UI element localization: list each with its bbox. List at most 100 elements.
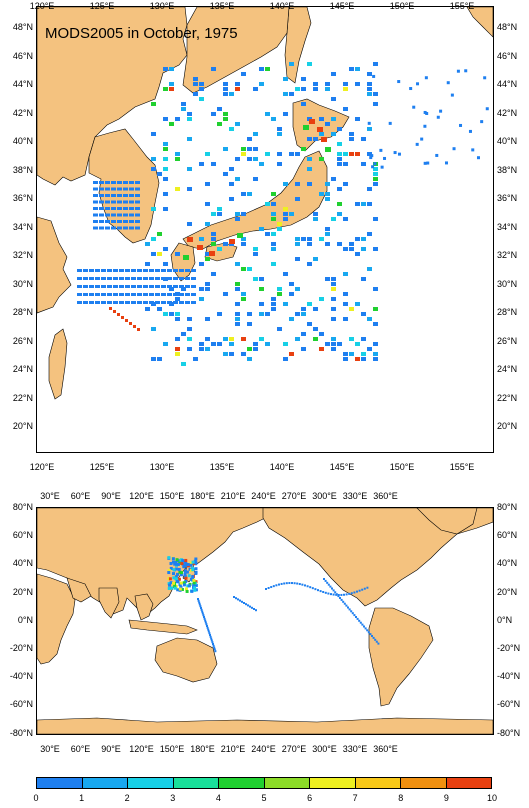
obs-cell [173,584,177,588]
world-lon-label-bottom: 270°E [281,744,307,754]
obs-cell [137,285,142,288]
obs-cell [199,347,204,351]
obs-cell [331,217,336,221]
obs-cell [182,564,186,568]
obs-cell [167,277,172,280]
obs-track [201,612,204,615]
obs-cell [169,67,174,71]
obs-cell [99,187,104,191]
obs-cell [343,152,348,156]
obs-track [213,648,216,651]
obs-track [208,632,211,635]
obs-cell [223,82,228,86]
obs-cell [175,117,180,121]
obs-cell [247,322,252,326]
global-map [36,507,494,735]
obs-track [343,602,346,605]
obs-cell [223,87,228,91]
obs-cell [145,242,150,246]
obs-cell [187,167,192,171]
obs-cell [424,76,428,80]
obs-cell [157,172,162,176]
top-lon-label-bottom: 120°E [29,462,55,472]
obs-cell [101,277,106,280]
obs-cell [89,269,94,272]
obs-cell [295,237,300,241]
obs-track [331,587,333,590]
obs-cell [135,187,140,191]
obs-cell [211,232,216,236]
obs-cell [229,92,234,96]
obs-cell [111,200,116,204]
obs-cell [175,317,180,321]
world-lon-label-top: 30°E [40,491,60,501]
obs-cell [367,347,372,351]
obs-cell [349,352,354,356]
obs-cell [163,67,168,71]
obs-cell [189,561,193,565]
obs-cell [229,182,234,186]
obs-track [345,593,348,596]
top-lat-label-left: 30°N [12,278,33,289]
obs-cell [211,212,216,216]
obs-track [311,587,314,590]
obs-cell [105,213,110,217]
obs-cell [289,292,294,296]
colorbar [36,777,492,789]
obs-cell [355,67,360,71]
obs-cell [265,152,270,156]
obs-cell [181,362,186,366]
colorbar-segment [355,778,401,788]
top-lon-label-top: 135°E [209,1,235,11]
obs-cell [229,337,234,341]
obs-cell [123,226,128,230]
obs-cell [105,226,110,230]
obs-cell [367,317,372,321]
obs-cell [420,137,424,141]
obs-cell [163,192,168,196]
obs-cell [277,222,282,226]
obs-track [337,595,340,598]
obs-cell [337,157,342,161]
obs-track [270,586,273,589]
obs-cell [229,197,234,201]
obs-cell [175,312,180,316]
obs-cell [235,262,240,266]
obs-cell [95,293,100,296]
top-lon-label-bottom: 150°E [389,462,415,472]
obs-cell [373,172,378,176]
obs-track [211,641,214,644]
obs-cell [415,142,419,146]
obs-cell [93,207,98,210]
obs-cell [119,277,124,280]
obs-cell [383,156,387,160]
obs-hotspot [317,127,323,132]
obs-cell [331,277,336,281]
obs-cell [211,237,216,241]
obs-cell [217,342,222,346]
obs-cell [101,293,106,296]
obs-cell [111,187,116,191]
obs-cell [99,213,104,217]
obs-cell [93,200,98,204]
obs-track [377,642,380,645]
obs-cell [185,269,190,272]
obs-cell [211,112,216,116]
obs-cell [83,269,88,272]
obs-cell [380,165,384,169]
obs-cell [301,347,306,351]
obs-cell [117,220,122,223]
obs-track [296,582,299,585]
obs-cell [241,337,246,341]
top-lon-label-bottom: 135°E [209,462,235,472]
top-lat-label-left: 26°N [12,335,33,346]
obs-cell [253,132,258,136]
obs-cell [145,307,150,311]
obs-cell [343,162,348,166]
top-lon-label-top: 120°E [29,1,55,11]
obs-cell [184,558,188,562]
obs-cell [241,192,246,196]
obs-cell [135,207,140,210]
world-lat-label-right: -40°N [497,671,521,682]
obs-track [204,621,207,624]
